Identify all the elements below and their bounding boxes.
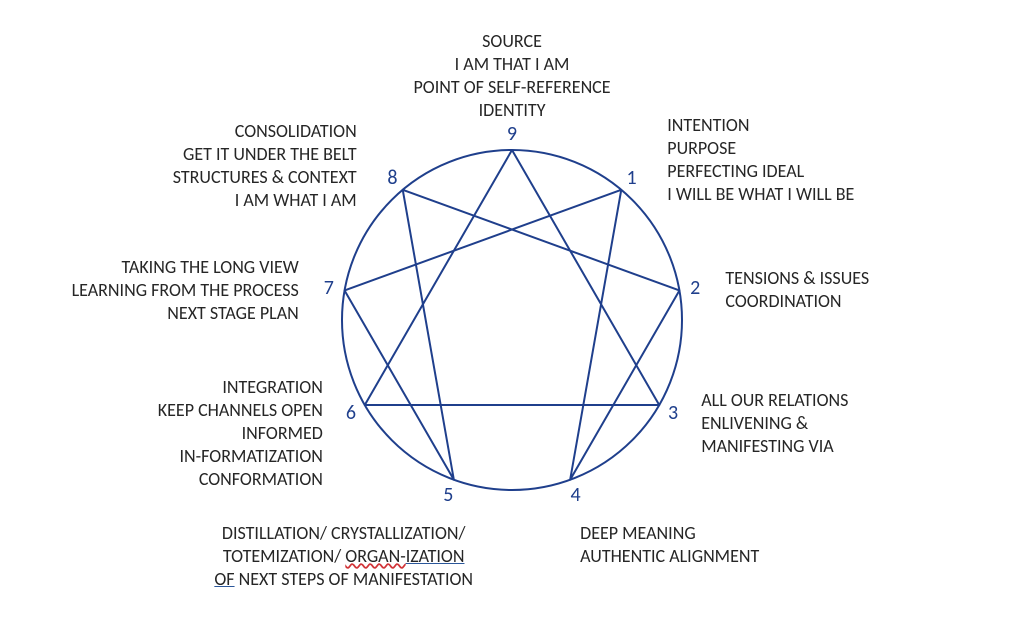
outer-circle bbox=[342, 150, 682, 490]
enneagram-diagram: { "diagram": { "type": "network", "backg… bbox=[0, 0, 1024, 637]
label-p5: DISTILLATION/ CRYSTALLIZATION/TOTEMIZATI… bbox=[214, 522, 473, 591]
label-p6: INTEGRATIONKEEP CHANNELS OPENINFORMEDIN-… bbox=[158, 376, 323, 491]
inner-hexad bbox=[345, 190, 680, 480]
point-number-3: 3 bbox=[668, 401, 678, 425]
label-p4: DEEP MEANINGAUTHENTIC ALIGNMENT bbox=[580, 522, 759, 568]
label-p1: INTENTIONPURPOSEPERFECTING IDEALI WILL B… bbox=[667, 114, 854, 206]
label-p2: TENSIONS & ISSUESCOORDINATION bbox=[725, 267, 869, 313]
inner-triangle bbox=[365, 150, 659, 405]
label-p7: TAKING THE LONG VIEWLEARNING FROM THE PR… bbox=[72, 256, 299, 325]
point-number-2: 2 bbox=[690, 276, 700, 300]
label-p8: CONSOLIDATIONGET IT UNDER THE BELTSTRUCT… bbox=[173, 120, 357, 212]
point-number-7: 7 bbox=[324, 276, 334, 300]
point-number-8: 8 bbox=[387, 166, 397, 190]
point-number-4: 4 bbox=[571, 483, 581, 507]
label-p3: ALL OUR RELATIONSENLIVENING &MANIFESTING… bbox=[701, 389, 848, 458]
point-number-6: 6 bbox=[346, 401, 356, 425]
label-p9: SOURCEI AM THAT I AMPOINT OF SELF-REFERE… bbox=[414, 30, 611, 122]
point-number-5: 5 bbox=[443, 483, 453, 507]
point-number-1: 1 bbox=[626, 166, 636, 190]
point-number-9: 9 bbox=[507, 122, 517, 146]
